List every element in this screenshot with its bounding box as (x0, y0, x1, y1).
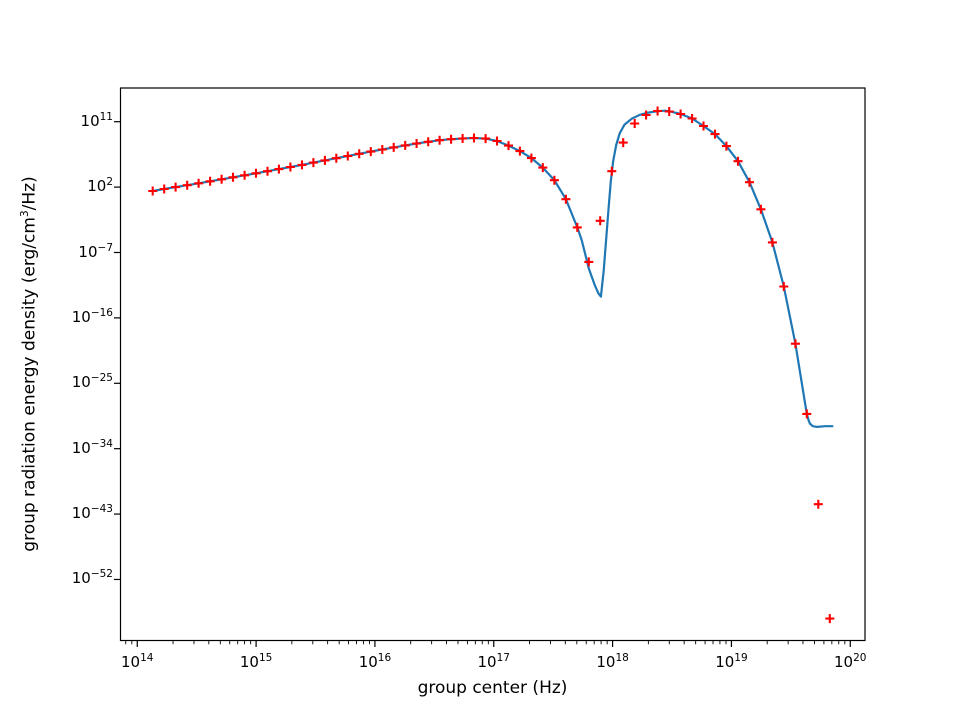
x-tick-label: 1015 (239, 652, 273, 671)
x-tick-label: 1017 (477, 652, 510, 671)
y-axis-major-ticks (114, 121, 121, 581)
x-tick-label: 1020 (834, 652, 867, 671)
x-axis-minor-ticks (125, 640, 846, 645)
y-tick-label: 1011 (80, 110, 113, 130)
y-tick-label: 10−43 (71, 503, 113, 523)
y-tick-label: 10−34 (71, 437, 113, 457)
y-tick-label: 10−16 (71, 306, 113, 326)
y-axis-title: group radiation energy density (erg/cm3/… (18, 176, 40, 552)
x-tick-label: 1014 (121, 652, 154, 671)
x-axis-title: group center (Hz) (417, 678, 568, 698)
x-tick-label: 1016 (358, 652, 392, 671)
y-tick-label: 10−25 (71, 372, 113, 392)
y-tick-label: 10−52 (71, 568, 113, 588)
group-value-markers (148, 106, 835, 624)
x-tick-label: 1018 (596, 652, 629, 671)
x-tick-label: 1019 (715, 652, 748, 671)
spectrum-line (151, 109, 834, 428)
y-tick-label: 102 (87, 176, 113, 196)
y-tick-label: 10−7 (78, 241, 113, 261)
x-axis-major-ticks (136, 640, 851, 647)
plot-frame (119, 87, 866, 642)
